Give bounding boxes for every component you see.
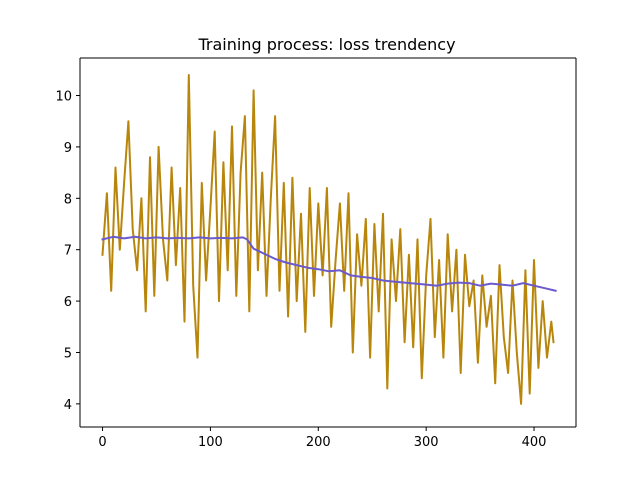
- y-tick-label: 8: [64, 192, 72, 207]
- x-axis-ticks: 0 100 200 300 400: [98, 427, 546, 450]
- x-tick-label: 300: [414, 435, 439, 450]
- x-tick-label: 200: [306, 435, 331, 450]
- series-line-1: [101, 74, 555, 405]
- x-tick-label: 400: [522, 435, 547, 450]
- y-axis-ticks: 4 5 6 7 8 9 10: [55, 90, 80, 413]
- y-tick-label: 10: [55, 90, 72, 105]
- y-tick-label: 5: [64, 346, 72, 361]
- axes-frame: [79, 57, 577, 428]
- y-tick-label: 9: [64, 141, 72, 156]
- x-tick-label: 0: [98, 435, 106, 450]
- y-tick-label: 6: [64, 295, 72, 310]
- chart-title: Training process: loss trendency: [197, 35, 455, 54]
- y-tick-label: 4: [64, 398, 72, 413]
- x-tick-label: 100: [198, 435, 223, 450]
- series-line-2: [101, 235, 557, 293]
- y-tick-label: 7: [64, 244, 72, 259]
- series-layer: [101, 74, 557, 405]
